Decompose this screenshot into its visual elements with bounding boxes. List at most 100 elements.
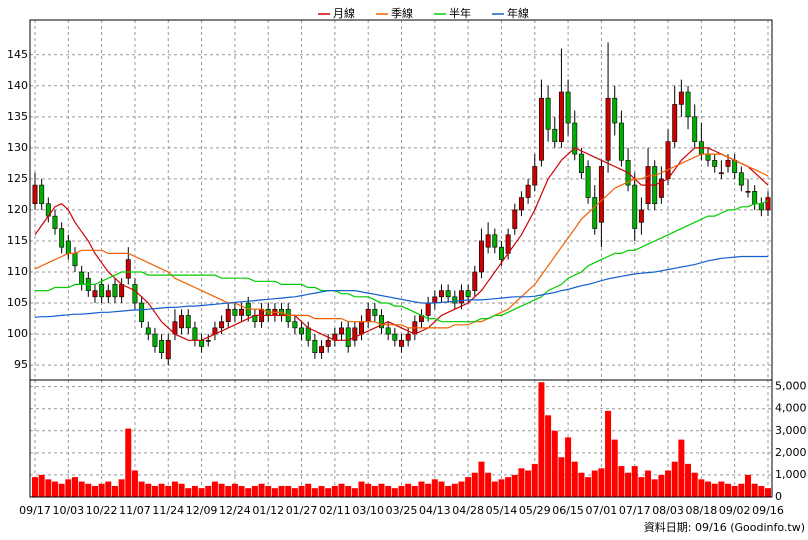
candle-body (392, 333, 398, 341)
x-tick-label: 04/13 (419, 504, 451, 517)
candle-body (638, 209, 644, 223)
y-tick-label: 145 (7, 48, 28, 61)
candle-body (292, 321, 298, 329)
candle-body (718, 172, 724, 174)
candle-body (532, 166, 538, 186)
volume-bar (491, 481, 498, 497)
candle-body (478, 240, 484, 273)
volume-bar (351, 488, 358, 497)
x-tick-label: 05/29 (519, 504, 551, 517)
volume-bar (171, 481, 178, 497)
y-tick-label: 135 (7, 110, 28, 123)
volume-bar (411, 485, 418, 497)
x-tick-label: 06/15 (552, 504, 584, 517)
volume-bar (551, 430, 558, 497)
volume-bar (218, 483, 225, 497)
y-tick-label: 140 (7, 79, 28, 92)
volume-bar (525, 470, 532, 497)
y-tick-label: 95 (14, 358, 28, 371)
volume-bar (325, 488, 332, 497)
candle-body (738, 172, 744, 186)
volume-bar (485, 472, 492, 497)
x-tick-label: 03/25 (386, 504, 418, 517)
volume-bar (765, 488, 771, 497)
volume-bar (38, 474, 45, 497)
volume-bar (338, 483, 345, 497)
candle-body (605, 97, 611, 161)
candle-body (758, 203, 764, 211)
candle-body (365, 308, 371, 322)
candle-body (578, 153, 584, 173)
volume-bar (711, 483, 718, 497)
candle-body (492, 234, 498, 248)
volume-bar (305, 483, 312, 497)
volume-bar (378, 483, 385, 497)
candle-body (459, 290, 464, 304)
x-tick-label: 04/28 (452, 504, 484, 517)
volume-bar (185, 488, 192, 497)
volume-bar (638, 477, 645, 497)
candle-body (572, 122, 578, 155)
x-tick-label: 01/27 (286, 504, 318, 517)
y-tick-label: 120 (7, 203, 28, 216)
candle-body (765, 197, 771, 211)
candle-body (385, 327, 391, 335)
x-tick-label: 11/24 (152, 504, 184, 517)
candle-body (498, 246, 504, 260)
volume-bar (205, 485, 212, 497)
volume-bar (625, 472, 632, 497)
candle-body (312, 339, 318, 353)
candle-body (525, 184, 531, 198)
volume-bar (178, 483, 185, 497)
volume-bar (631, 466, 638, 497)
volume-bar (605, 410, 612, 497)
y2-tick-label: 0 (775, 490, 782, 503)
candle-body (618, 122, 624, 161)
candle-body (452, 296, 458, 304)
x-tick-label: 11/07 (119, 504, 151, 517)
candle-body (65, 240, 71, 254)
volume-bar (258, 483, 265, 497)
candle-body (132, 284, 138, 304)
y2-tick-label: 4,000 (775, 402, 807, 415)
volume-bar (431, 479, 438, 497)
volume-bar (478, 461, 485, 497)
x-tick-label: 09/16 (752, 504, 784, 517)
volume-bar (458, 481, 465, 497)
candle-body (159, 339, 165, 353)
candle-body (518, 197, 524, 211)
volume-bar (32, 477, 38, 497)
candle-body (558, 91, 564, 142)
volume-bar (565, 437, 572, 497)
candle-body (232, 308, 238, 316)
candle-body (165, 339, 171, 360)
candle-body (99, 284, 105, 298)
candle-body (152, 333, 158, 347)
candle-body (52, 215, 58, 229)
volume-bar (678, 439, 685, 497)
candle-body (79, 271, 85, 285)
candle-body (92, 290, 98, 298)
volume-bar (445, 485, 452, 497)
candle-body (685, 91, 691, 118)
volume-bar (138, 481, 145, 497)
legend-label: 半年 (449, 6, 471, 20)
ma-line (34, 153, 769, 329)
volume-bar (311, 488, 318, 497)
volume-bar (65, 479, 72, 497)
y-tick-label: 115 (7, 234, 28, 247)
volume-bar (231, 483, 238, 497)
volume-bar (85, 483, 92, 497)
volume-bar (225, 485, 232, 497)
volume-bar (358, 481, 365, 497)
candle-body (432, 296, 438, 304)
volume-bar (271, 488, 278, 497)
candle-body (139, 302, 145, 322)
candle-body (225, 308, 231, 322)
volume-bar (671, 461, 678, 497)
volume-bar (251, 485, 258, 497)
candle-body (632, 184, 638, 229)
candle-body (399, 339, 404, 347)
x-tick-label: 05/14 (486, 504, 518, 517)
candle-body (545, 97, 551, 130)
